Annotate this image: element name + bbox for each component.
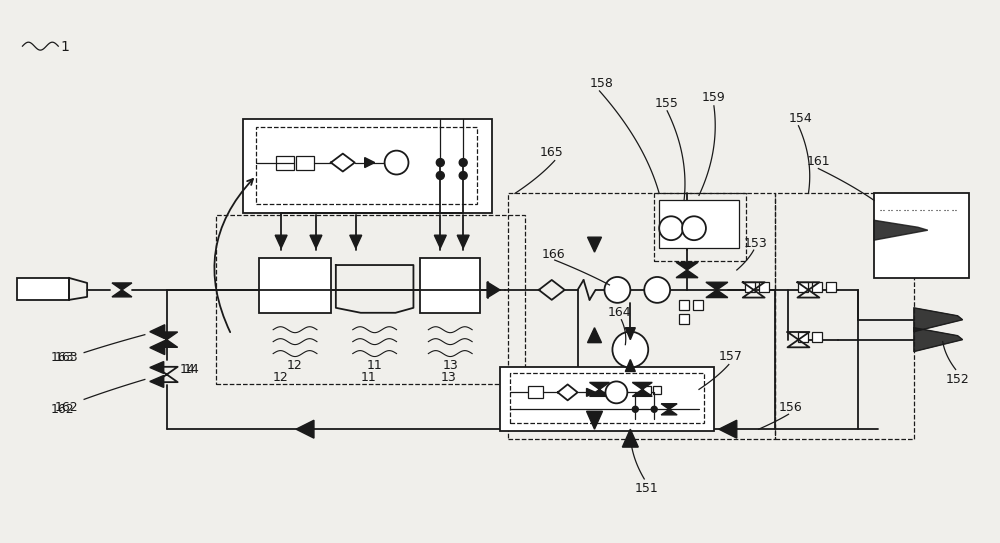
Bar <box>216 215 525 384</box>
Polygon shape <box>150 375 164 387</box>
Text: 157: 157 <box>719 350 743 363</box>
Text: 151: 151 <box>634 482 658 495</box>
Bar <box>243 119 492 213</box>
Polygon shape <box>588 237 601 252</box>
Text: 166: 166 <box>542 248 565 261</box>
Polygon shape <box>156 332 178 348</box>
Text: 152: 152 <box>946 373 969 386</box>
Text: 163: 163 <box>50 351 74 364</box>
Text: 159: 159 <box>702 91 726 104</box>
Polygon shape <box>350 235 362 248</box>
Polygon shape <box>590 382 609 396</box>
Text: 163: 163 <box>54 351 78 364</box>
Polygon shape <box>706 282 728 298</box>
Bar <box>874 193 969 278</box>
Polygon shape <box>676 262 698 277</box>
Circle shape <box>632 406 638 412</box>
Text: 11: 11 <box>367 359 382 372</box>
Circle shape <box>659 216 683 240</box>
Polygon shape <box>625 359 635 371</box>
Bar <box>798 282 808 292</box>
Polygon shape <box>661 403 677 415</box>
Text: 13: 13 <box>442 359 458 372</box>
Polygon shape <box>587 411 602 429</box>
Bar <box>276 156 294 169</box>
Polygon shape <box>150 325 165 339</box>
Bar <box>798 332 808 342</box>
Text: 153: 153 <box>744 237 767 250</box>
Bar <box>745 282 755 292</box>
Text: 154: 154 <box>789 112 812 125</box>
Polygon shape <box>310 235 322 248</box>
Circle shape <box>612 332 648 368</box>
Polygon shape <box>914 308 963 332</box>
Bar <box>256 127 477 204</box>
Bar <box>643 387 651 394</box>
Circle shape <box>651 406 657 412</box>
Text: 13: 13 <box>440 371 456 384</box>
Polygon shape <box>487 282 500 298</box>
Polygon shape <box>275 235 287 248</box>
Bar <box>812 282 822 292</box>
Polygon shape <box>457 235 469 248</box>
Polygon shape <box>625 328 635 340</box>
Circle shape <box>644 277 670 303</box>
Text: 14: 14 <box>184 363 199 376</box>
Circle shape <box>459 159 467 167</box>
Text: 161: 161 <box>806 155 830 168</box>
Polygon shape <box>296 420 314 438</box>
Polygon shape <box>112 283 132 297</box>
Polygon shape <box>719 420 737 438</box>
Polygon shape <box>622 429 638 447</box>
Bar <box>510 374 704 423</box>
Text: 11: 11 <box>361 371 376 384</box>
Polygon shape <box>632 382 652 396</box>
Circle shape <box>604 277 630 303</box>
Text: 156: 156 <box>779 401 802 414</box>
Circle shape <box>436 172 444 180</box>
Polygon shape <box>434 235 446 248</box>
Bar <box>654 193 746 261</box>
Circle shape <box>436 159 444 167</box>
Text: 164: 164 <box>607 306 631 319</box>
Polygon shape <box>588 328 601 343</box>
Bar <box>693 300 703 310</box>
Circle shape <box>605 381 627 403</box>
Text: 162: 162 <box>54 401 78 414</box>
Text: 155: 155 <box>654 97 678 110</box>
Bar <box>679 314 689 324</box>
Polygon shape <box>150 340 165 355</box>
Polygon shape <box>365 157 375 168</box>
Text: 12: 12 <box>287 359 303 372</box>
Circle shape <box>682 216 706 240</box>
Text: 12: 12 <box>273 371 289 384</box>
Circle shape <box>385 150 408 174</box>
Bar <box>653 387 661 394</box>
Bar <box>500 367 714 431</box>
Bar <box>659 200 739 248</box>
Bar <box>826 282 836 292</box>
Bar <box>296 156 314 169</box>
Bar <box>259 258 331 313</box>
Bar <box>528 387 543 399</box>
Circle shape <box>459 172 467 180</box>
Text: 158: 158 <box>590 78 613 91</box>
Polygon shape <box>914 328 963 351</box>
Bar <box>775 193 914 439</box>
Polygon shape <box>150 362 164 374</box>
Bar <box>812 332 822 342</box>
Polygon shape <box>874 220 928 240</box>
Bar <box>17 278 69 300</box>
Text: 165: 165 <box>540 146 564 159</box>
Text: 1: 1 <box>60 40 69 54</box>
Text: 162: 162 <box>50 403 74 416</box>
Polygon shape <box>587 388 596 396</box>
Bar <box>679 300 689 310</box>
Bar <box>759 282 769 292</box>
Bar <box>420 258 480 313</box>
Text: 14: 14 <box>180 363 195 376</box>
Bar <box>508 193 775 439</box>
